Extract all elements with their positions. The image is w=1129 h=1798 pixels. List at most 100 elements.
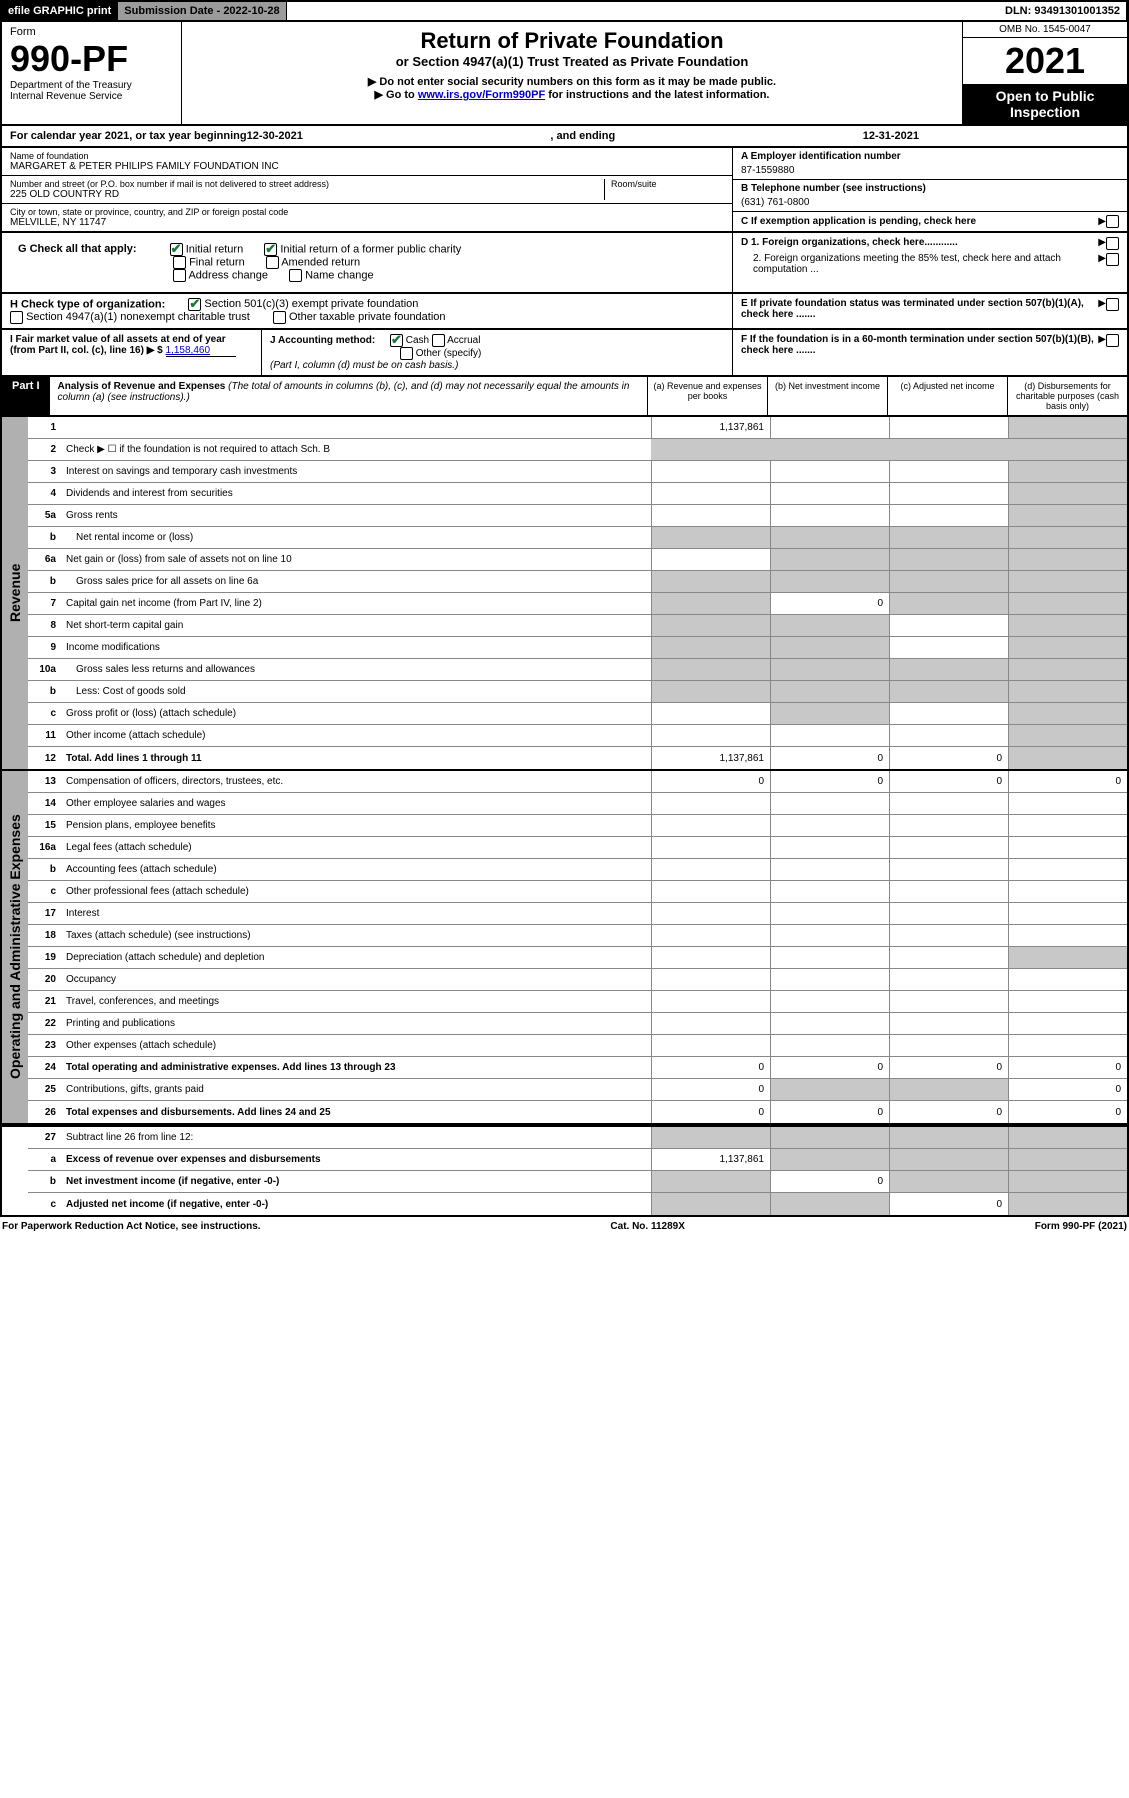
col-d-header: (d) Disbursements for charitable purpose… [1007,377,1127,415]
line-description: Gross rents [62,508,651,523]
efile-print-button[interactable]: efile GRAPHIC print [2,2,118,20]
year-end: 12-31-2021 [863,130,919,142]
cell-c [889,593,1008,614]
f-label: F If the foundation is in a 60-month ter… [741,334,1098,356]
cell-a: 1,137,861 [651,1149,770,1170]
name-change-checkbox[interactable] [289,269,302,282]
cell-d [1008,925,1127,946]
line-number: 26 [28,1107,62,1118]
address-change-checkbox[interactable] [173,269,186,282]
cell-b [770,1127,889,1148]
501c3-checkbox[interactable] [188,298,201,311]
line-number: 10a [28,664,62,675]
line-description: Other expenses (attach schedule) [62,1038,651,1053]
form-label: Form [10,26,173,38]
line-number: b [28,576,62,587]
line-description: Dividends and interest from securities [62,486,651,501]
cell-c: 0 [889,1057,1008,1078]
cell-a [651,925,770,946]
cell-b [770,815,889,836]
foundation-name: MARGARET & PETER PHILIPS FAMILY FOUNDATI… [10,161,724,172]
final-return-checkbox[interactable] [173,256,186,269]
line-description: Legal fees (attach schedule) [62,840,651,855]
status-terminated-checkbox[interactable] [1106,298,1119,311]
name-label: Name of foundation [10,151,724,161]
cell-b [770,527,889,548]
other-method-checkbox[interactable] [400,347,413,360]
e-label: E If private foundation status was termi… [741,298,1098,320]
initial-return-checkbox[interactable] [170,243,183,256]
cell-d: 0 [1008,1057,1127,1078]
initial-return-former-checkbox[interactable] [264,243,277,256]
cell-a: 0 [651,1101,770,1123]
cell-c [889,615,1008,636]
cell-d [1008,1171,1127,1192]
ein-label: A Employer identification number [741,151,1119,162]
cell-d [1008,461,1127,482]
line-9: 9Income modifications [28,637,1127,659]
cell-a [651,549,770,570]
irs-link[interactable]: www.irs.gov/Form990PF [418,89,545,101]
line-number: 23 [28,1040,62,1051]
city-state-zip: MELVILLE, NY 11747 [10,217,724,228]
summary-table: 27Subtract line 26 from line 12:aExcess … [0,1125,1129,1217]
section-h-row: H Check type of organization: Section 50… [0,294,1129,330]
cell-a [651,991,770,1012]
line-description: Net rental income or (loss) [62,530,651,545]
line-number: 1 [28,422,62,433]
line-23: 23Other expenses (attach schedule) [28,1035,1127,1057]
4947a1-checkbox[interactable] [10,311,23,324]
ein-value: 87-1559880 [741,162,1119,176]
accrual-checkbox[interactable] [432,334,445,347]
cell-d: 0 [1008,1101,1127,1123]
amended-return-checkbox[interactable] [266,256,279,269]
line-number: c [28,1199,62,1210]
fmv-value[interactable]: 1,158,460 [166,345,236,357]
d2-label: 2. Foreign organizations meeting the 85%… [741,253,1098,275]
foreign-org-checkbox[interactable] [1106,237,1119,250]
line-1: 1 1,137,861 [28,417,1127,439]
cell-a [651,527,770,548]
line-number: 2 [28,444,62,455]
line-number: 12 [28,753,62,764]
cell-d [1008,991,1127,1012]
line-description: Total. Add lines 1 through 11 [62,751,651,766]
cell-c [889,483,1008,504]
cell-b [770,505,889,526]
line-number: 27 [28,1132,62,1143]
city-label: City or town, state or province, country… [10,207,724,217]
line-8: 8Net short-term capital gain [28,615,1127,637]
year-begin: 12-30-2021 [247,130,303,142]
line-19: 19Depreciation (attach schedule) and dep… [28,947,1127,969]
cell-a: 1,137,861 [651,417,770,438]
foreign-85-checkbox[interactable] [1106,253,1119,266]
line-number: 13 [28,776,62,787]
irs-label: Internal Revenue Service [10,91,173,102]
line-number: 6a [28,554,62,565]
line-number: 17 [28,908,62,919]
cell-b [770,1193,889,1215]
cell-c [889,637,1008,658]
line-20: 20Occupancy [28,969,1127,991]
60month-checkbox[interactable] [1106,334,1119,347]
cell-c [889,881,1008,902]
form-subtitle: or Section 4947(a)(1) Trust Treated as P… [188,54,956,69]
cell-d [1008,417,1127,438]
line-b: bAccounting fees (attach schedule) [28,859,1127,881]
cell-a: 0 [651,771,770,792]
cell-c [889,571,1008,592]
cell-b [770,1149,889,1170]
exemption-pending-checkbox[interactable] [1106,215,1119,228]
other-taxable-checkbox[interactable] [273,311,286,324]
line-b: bLess: Cost of goods sold [28,681,1127,703]
cash-checkbox[interactable] [390,334,403,347]
cell-b: 0 [770,593,889,614]
expenses-side-label: Operating and Administrative Expenses [2,771,28,1123]
part1-badge: Part I [2,377,50,415]
line-10a: 10aGross sales less returns and allowanc… [28,659,1127,681]
line-13: 13Compensation of officers, directors, t… [28,771,1127,793]
line-number: 22 [28,1018,62,1029]
page-footer: For Paperwork Reduction Act Notice, see … [0,1217,1129,1236]
cell-d [1008,593,1127,614]
cell-d [1008,549,1127,570]
